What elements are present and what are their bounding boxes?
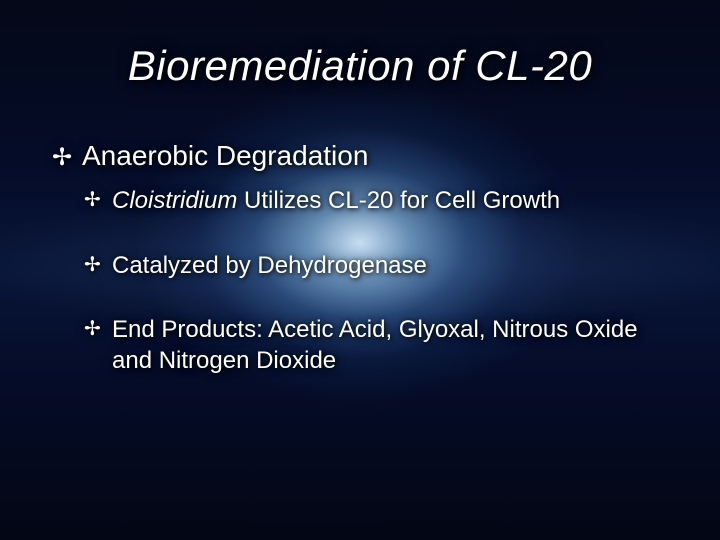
- slide-title: Bioremediation of CL-20: [0, 42, 720, 90]
- lvl2-text: Catalyzed by Dehydrogenase: [112, 252, 427, 279]
- slide-body: ✢ Anaerobic Degradation ✢ Cloistridium U…: [52, 140, 668, 411]
- bullet-lvl2: ✢ Cloistridium Utilizes CL-20 for Cell G…: [52, 186, 668, 217]
- bullet-lvl2: ✢ Catalyzed by Dehydrogenase: [52, 251, 668, 282]
- lvl2-text-rest: Utilizes CL-20 for Cell Growth: [237, 187, 560, 214]
- lvl2-text: Cloistridium Utilizes CL-20 for Cell Gro…: [112, 187, 560, 214]
- bullet-glyph-icon: ✢: [84, 188, 101, 214]
- lvl1-text: Anaerobic Degradation: [82, 140, 368, 171]
- italic-term: Cloistridium: [112, 187, 237, 214]
- bullet-lvl2: ✢ End Products: Acetic Acid, Glyoxal, Ni…: [52, 315, 668, 376]
- bullet-glyph-icon: ✢: [84, 253, 101, 279]
- bullet-glyph-icon: ✢: [52, 143, 72, 172]
- lvl2-text: End Products: Acetic Acid, Glyoxal, Nitr…: [112, 316, 638, 374]
- slide: Bioremediation of CL-20 ✢ Anaerobic Degr…: [0, 0, 720, 540]
- bullet-lvl1: ✢ Anaerobic Degradation: [52, 140, 668, 172]
- bullet-glyph-icon: ✢: [84, 317, 101, 343]
